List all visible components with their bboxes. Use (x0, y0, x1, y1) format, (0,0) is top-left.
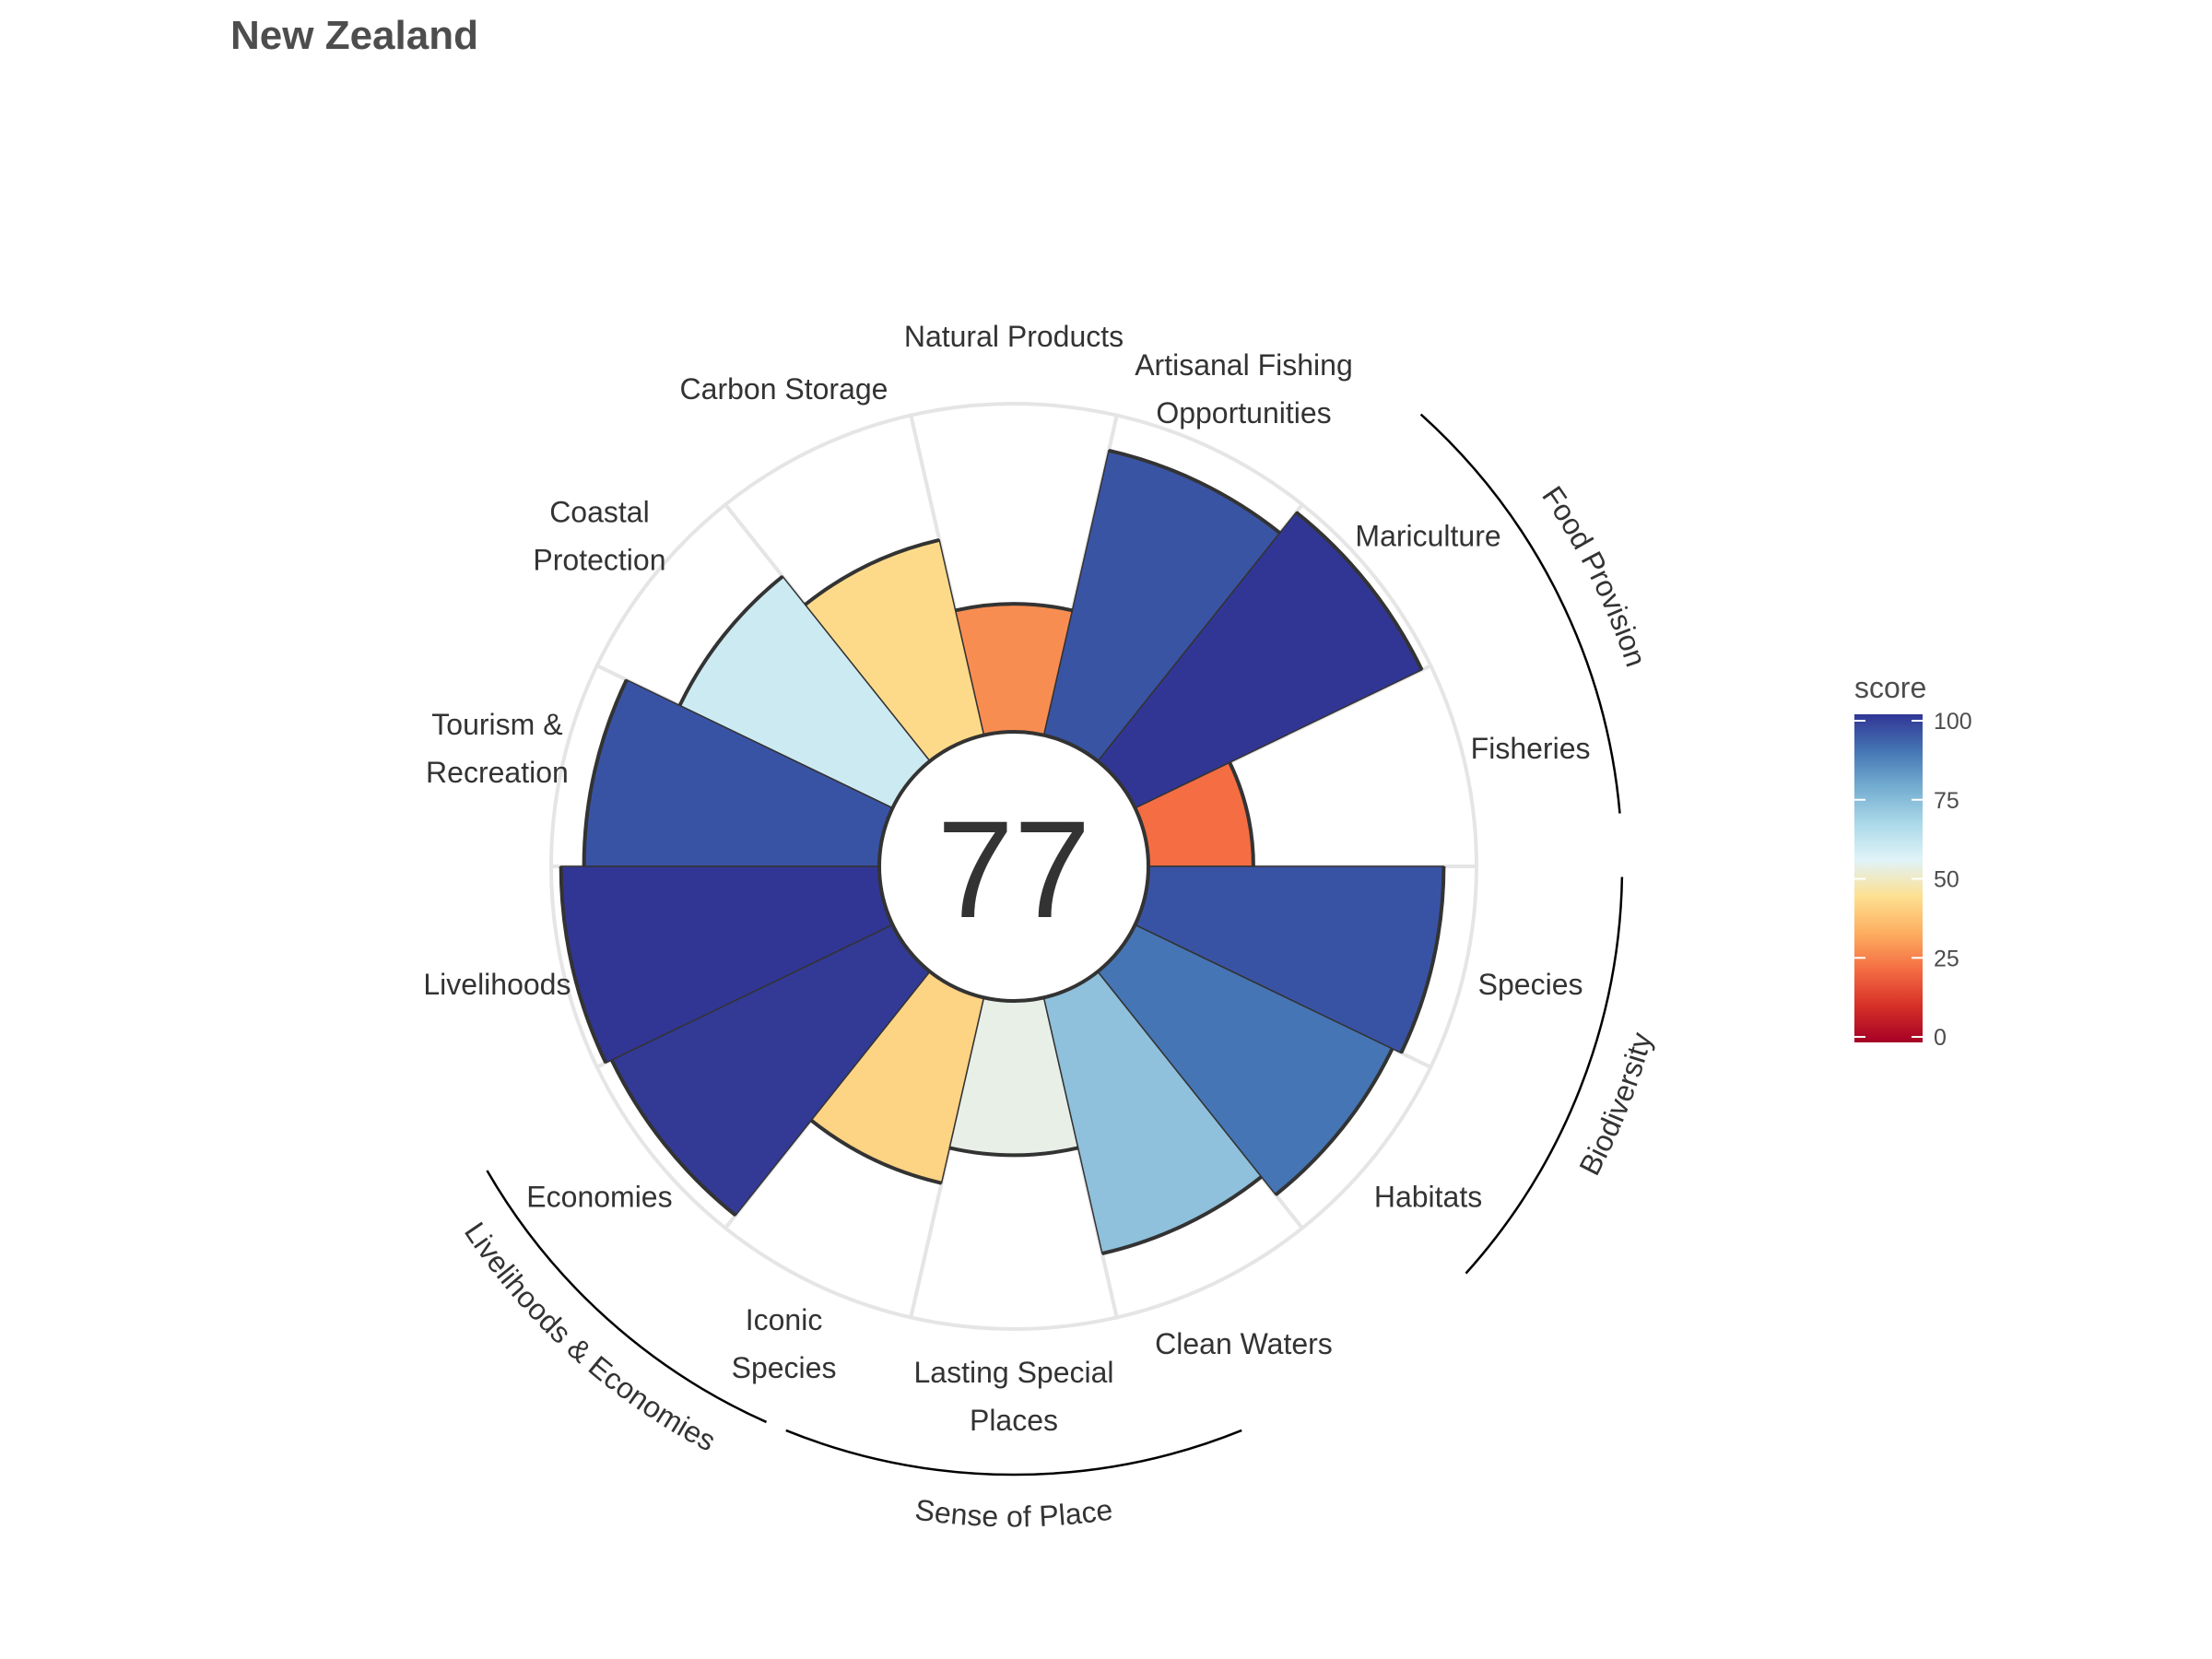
legend-tick-label: 50 (1934, 867, 1959, 893)
petal-label-line: Clean Waters (1155, 1327, 1333, 1360)
petal-label-mariculture: Mariculture (1355, 519, 1500, 552)
petal-label-line: Iconic (746, 1303, 823, 1336)
group-label-livelihoods-and-economies: Livelihoods & Economies (458, 1217, 721, 1458)
petal-label-tourism-and-recreation: Tourism & Recreation (426, 708, 569, 789)
color-legend: score 0 25 50 75 100 (1854, 671, 1972, 1051)
overall-score: 77 (937, 792, 1091, 947)
legend-title: score (1854, 671, 1926, 704)
petal-edge-species (1399, 865, 1446, 1054)
petal-label-line: Carbon Storage (680, 372, 888, 406)
petal-label-layer: Fisheries Mariculture Artisanal Fishing Opp… (423, 320, 1590, 1437)
petal-label-line: Species (732, 1351, 837, 1384)
group-label-text: Food Provision (1535, 480, 1653, 671)
petal-label-line: Opportunities (1156, 396, 1331, 429)
petal-label-natural-products: Natural Products (904, 320, 1124, 353)
petal-label-line: Species (1478, 968, 1583, 1001)
petal-label-line: Protection (533, 543, 665, 576)
petal-label-line: Places (970, 1404, 1058, 1437)
petal-label-line: Recreation (426, 756, 569, 789)
legend-tick-label: 25 (1934, 946, 1959, 971)
group-label-food-provision: Food Provision (1535, 480, 1653, 671)
petal-edge-livelihoods (559, 865, 608, 1065)
petal-label-line: Fisheries (1471, 732, 1591, 765)
petal-edge-iconic-species (809, 1119, 943, 1185)
center-circle (877, 730, 1150, 1003)
petal-edge-economies (609, 1059, 737, 1218)
petal-edge-clean-waters (1101, 1175, 1263, 1255)
petal-edge-habitats (1274, 1047, 1394, 1196)
petal-edge-artisanal-fishing-opportunities (1108, 448, 1281, 535)
petal-label-livelihoods: Livelihoods (423, 968, 571, 1001)
petal-label-habitats: Habitats (1374, 1181, 1482, 1214)
legend-tick-label: 100 (1934, 709, 1972, 735)
legend-tick-label: 75 (1934, 788, 1959, 814)
petal-label-species: Species (1478, 968, 1583, 1001)
petal-label-line: Mariculture (1355, 519, 1500, 552)
petal-label-line: Artisanal Fishing (1135, 348, 1353, 382)
group-label-text: Livelihoods & Economies (458, 1217, 721, 1458)
legend-tick-label: 0 (1934, 1025, 1947, 1051)
petal-label-coastal-protection: Coastal Protection (533, 495, 665, 576)
petal-edge-mariculture (1295, 511, 1424, 671)
group-label-sense-of-place: Sense of Place (913, 1493, 1115, 1534)
petal-label-economies: Economies (526, 1181, 672, 1214)
petal-label-fisheries: Fisheries (1471, 732, 1591, 765)
petal-label-line: Coastal (549, 495, 650, 528)
group-label-text: Biodiversity (1572, 1029, 1658, 1181)
legend-colorbar (1854, 714, 1923, 1042)
petal-label-iconic-species: Iconic Species (732, 1303, 837, 1384)
petal-edge-carbon-storage (804, 537, 940, 606)
petal-layer (548, 402, 1479, 1331)
petal-label-line: Tourism & (431, 708, 562, 741)
petal-label-clean-waters: Clean Waters (1155, 1327, 1333, 1360)
petal-label-line: Economies (526, 1181, 672, 1214)
petal-label-artisanal-fishing-opportunities: Artisanal Fishing Opportunities (1135, 348, 1353, 429)
petal-label-line: Natural Products (904, 320, 1124, 353)
petal-edge-lasting-special-places (948, 1146, 1079, 1158)
group-label-text: Sense of Place (913, 1493, 1115, 1534)
petal-label-carbon-storage: Carbon Storage (680, 372, 888, 406)
petal-label-line: Habitats (1374, 1181, 1482, 1214)
group-arc-biodiversity (1465, 877, 1624, 1275)
group-arc-sense-of-place (785, 1429, 1242, 1477)
petal-edge-coastal-protection (677, 574, 784, 707)
petal-edge-natural-products (955, 602, 1073, 613)
group-arc-livelihoods-and-economies (486, 1170, 768, 1424)
group-label-biodiversity: Biodiversity (1572, 1029, 1658, 1181)
group-arc-food-provision (1419, 413, 1621, 814)
petal-label-line: Livelihoods (423, 968, 571, 1001)
chart-title: New Zealand (230, 13, 478, 58)
petal-label-line: Lasting Special (913, 1356, 1113, 1389)
petal-edge-tourism-and-recreation (582, 678, 629, 867)
petal-edge-fisheries (1228, 761, 1255, 867)
petal-label-lasting-special-places: Lasting Special Places (913, 1356, 1113, 1437)
